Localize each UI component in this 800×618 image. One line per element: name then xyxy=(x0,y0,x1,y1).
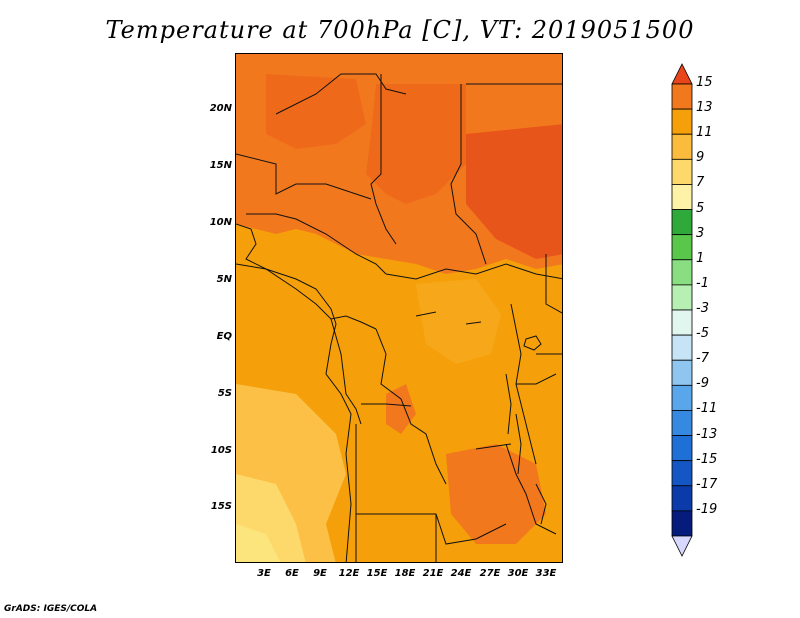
colorbar-label: 3 xyxy=(696,225,705,241)
map-panel xyxy=(235,53,563,563)
colorbar-segment xyxy=(671,158,693,185)
colorbar xyxy=(671,63,693,557)
colorbar-label: -3 xyxy=(696,301,709,316)
colorbar-segment xyxy=(671,83,693,110)
lon-tick-12e: 12E xyxy=(338,568,360,579)
lon-tick-30e: 30E xyxy=(507,568,529,579)
colorbar-segment xyxy=(671,384,693,411)
colorbar-segment xyxy=(671,259,693,286)
lon-tick-15e: 15E xyxy=(366,568,388,579)
colorbar-segment xyxy=(671,410,693,436)
colorbar-segment xyxy=(671,309,693,336)
colorbar-label: 1 xyxy=(696,250,705,266)
colorbar-label: 11 xyxy=(696,125,713,141)
colorbar-segment xyxy=(671,234,693,261)
colorbar-segment xyxy=(671,284,693,311)
field-13-15-east xyxy=(466,124,562,259)
colorbar-label: -11 xyxy=(696,401,718,417)
colorbar-label: -9 xyxy=(696,376,709,392)
lon-tick-18e: 18E xyxy=(394,568,416,579)
colorbar-segment xyxy=(671,209,693,236)
colorbar-bottom-arrow xyxy=(671,535,693,557)
lat-tick-15s: 15S xyxy=(210,501,232,512)
colorbar-label: 13 xyxy=(696,100,713,116)
lon-tick-21e: 21E xyxy=(422,568,444,579)
chart-title: Temperature at 700hPa [C], VT: 201905150… xyxy=(105,16,695,44)
colorbar-label: 9 xyxy=(696,150,705,166)
coastline xyxy=(236,223,352,562)
colorbar-segment xyxy=(671,184,693,210)
colorbar-segment xyxy=(671,485,693,512)
colorbar-label: -1 xyxy=(696,275,709,291)
lat-tick-5n: 5N xyxy=(216,274,232,285)
lat-tick-eq: EQ xyxy=(216,331,232,342)
lakes xyxy=(415,311,547,525)
field-9-11-congo xyxy=(416,279,501,364)
colorbar-label: 5 xyxy=(696,200,705,216)
colorbar-segment xyxy=(671,108,693,135)
colorbar-label: -17 xyxy=(696,476,718,492)
country-borders xyxy=(236,73,562,562)
colorbar-label: 15 xyxy=(696,75,713,90)
colorbar-segment xyxy=(671,334,693,361)
lat-tick-15n: 15N xyxy=(209,160,232,171)
field-11-13-southeast xyxy=(446,444,546,544)
colorbar-label: -19 xyxy=(696,501,718,517)
colorbar-label: -5 xyxy=(696,326,709,342)
field-13-15-west xyxy=(266,74,366,149)
field-13-15-sahel xyxy=(366,84,466,204)
lon-tick-6e: 6E xyxy=(285,568,299,579)
colorbar-label: -13 xyxy=(696,426,718,442)
colorbar-segment xyxy=(671,460,693,487)
colorbar-label: -15 xyxy=(696,451,718,467)
colorbar-segment xyxy=(671,133,693,160)
colorbar-segment xyxy=(671,510,693,537)
lat-tick-10s: 10S xyxy=(210,445,232,456)
field-11-13-angola xyxy=(386,384,416,434)
lon-tick-27e: 27E xyxy=(479,568,501,579)
lat-tick-20n: 20N xyxy=(209,103,232,114)
colorbar-label: 7 xyxy=(696,175,705,191)
lon-tick-9e: 9E xyxy=(313,568,327,579)
colorbar-segment xyxy=(671,359,693,386)
lat-tick-5s: 5S xyxy=(217,388,232,399)
lon-tick-24e: 24E xyxy=(450,568,472,579)
colorbar-label: -7 xyxy=(696,351,709,367)
field-5-7-corner xyxy=(236,524,280,562)
grads-credit: GrADS: IGES/COLA xyxy=(4,604,98,614)
colorbar-top-arrow xyxy=(671,63,693,85)
colorbar-segment xyxy=(671,435,693,462)
lon-tick-33e: 33E xyxy=(535,568,557,579)
lat-tick-10n: 10N xyxy=(209,217,232,228)
temperature-field xyxy=(236,54,562,562)
lon-tick-3e: 3E xyxy=(257,568,271,579)
